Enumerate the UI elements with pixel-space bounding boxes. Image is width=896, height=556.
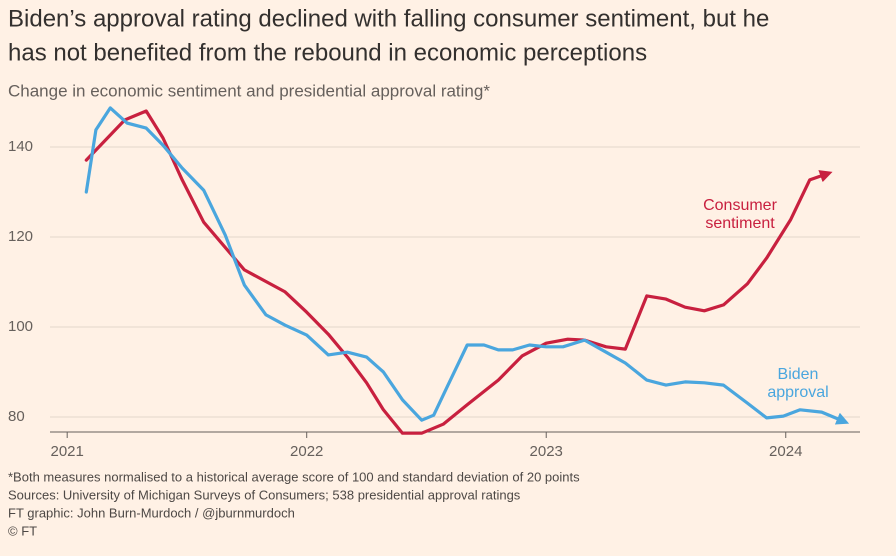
series-label: sentiment: [705, 215, 775, 232]
series-line: [84, 106, 850, 425]
footnote: Sources: University of Michigan Surveys …: [8, 487, 521, 502]
y-tick-label: 120: [8, 228, 33, 245]
y-tick-label: 140: [8, 138, 33, 155]
x-tick-label: 2024: [769, 443, 802, 460]
series-label: approval: [767, 384, 828, 401]
x-tick-label: 2021: [50, 443, 83, 460]
chart-title: has not benefited from the rebound in ec…: [8, 39, 647, 66]
chart-subtitle: Change in economic sentiment and preside…: [8, 81, 490, 100]
y-tick-label: 100: [8, 318, 33, 335]
chart-title: Biden’s approval rating declined with fa…: [8, 5, 769, 32]
x-tick-label: 2023: [530, 443, 563, 460]
y-tick-label: 80: [8, 408, 25, 425]
series-label: Consumer: [703, 197, 777, 214]
series-line: [84, 109, 833, 435]
footnote: © FT: [8, 523, 37, 538]
footnote: FT graphic: John Burn-Murdoch / @jburnmu…: [8, 505, 295, 520]
x-tick-label: 2022: [290, 443, 323, 460]
series-label: Biden: [778, 366, 819, 383]
footnote: *Both measures normalised to a historica…: [8, 469, 580, 484]
